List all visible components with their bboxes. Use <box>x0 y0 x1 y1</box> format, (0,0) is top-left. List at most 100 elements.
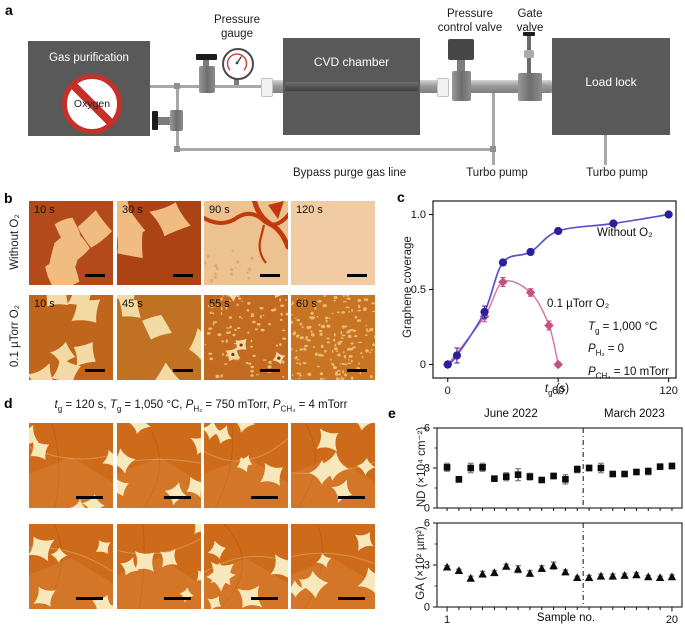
valve-handle-icon <box>152 111 158 130</box>
micrograph: 55 s <box>204 295 288 380</box>
gate-valve-icon <box>518 73 542 101</box>
micrograph <box>291 524 375 609</box>
tube-in-chamber <box>285 82 418 91</box>
e-ylabel-ga: GA (×10² µm²) <box>415 526 427 600</box>
micrograph <box>291 423 375 508</box>
tube-connector <box>261 78 273 97</box>
svg-text:120: 120 <box>659 385 677 396</box>
scale-bar <box>251 596 278 600</box>
annotation-tg: Tg = 1,000 °C <box>588 321 658 336</box>
valve-handle-icon <box>196 54 217 60</box>
svg-text:0: 0 <box>424 503 430 515</box>
svg-text:3: 3 <box>424 463 430 475</box>
panel-label-c: c <box>397 189 405 205</box>
micrograph <box>117 524 201 609</box>
panel-label-a: a <box>5 2 13 18</box>
pipe-junction <box>174 83 180 89</box>
scale-bar <box>338 495 365 499</box>
turbo-pump-label-right: Turbo pump <box>586 167 648 179</box>
micrograph <box>117 423 201 508</box>
e-ylabel-nd: ND (×10⁴ cm⁻²) <box>416 426 428 508</box>
scale-bar <box>260 369 280 372</box>
svg-text:0.5: 0.5 <box>411 284 426 296</box>
scale-bar <box>173 274 193 277</box>
scale-bar <box>76 596 103 600</box>
scale-bar <box>338 596 365 600</box>
scale-bar <box>347 274 367 277</box>
panel-label-b: b <box>4 190 13 206</box>
annotation-pch4: PCH₄ = 10 mTorr <box>588 365 669 380</box>
valve-body-icon <box>199 66 215 93</box>
micrograph <box>29 524 113 609</box>
gate-valve-collar <box>524 50 534 58</box>
scale-bar <box>76 495 103 499</box>
tube-connector <box>437 78 449 97</box>
svg-text:20: 20 <box>666 614 678 626</box>
svg-text:60: 60 <box>552 385 564 396</box>
pressure-control-valve-icon <box>452 71 471 101</box>
gas-purification-label: Gas purification <box>49 52 129 64</box>
scale-bar <box>260 274 280 277</box>
scale-bar <box>85 369 105 372</box>
pressure-control-valve-label: Pressure control valve <box>437 8 503 34</box>
svg-text:6: 6 <box>424 518 430 530</box>
micrograph: 120 s <box>291 201 375 285</box>
gas-purification-box: Gas purification Oxygen <box>28 41 150 136</box>
micrograph: 45 s <box>117 295 201 380</box>
svg-text:1.0: 1.0 <box>411 209 426 221</box>
pressure-control-valve-stem <box>457 60 465 72</box>
micrograph <box>204 524 288 609</box>
pressure-gauge-icon <box>222 48 254 80</box>
no-oxygen-icon: Oxygen <box>62 74 122 134</box>
annotation-ph2: PH₂ = 0 <box>588 343 625 358</box>
pipe-turbo-right <box>604 135 607 165</box>
micrograph <box>29 423 113 508</box>
c-ylabel: Graphene coverage <box>402 236 414 338</box>
svg-text:6: 6 <box>424 423 430 435</box>
time-label: 10 s <box>34 204 55 216</box>
pipe-junction <box>174 146 180 152</box>
pipe-junction <box>490 146 496 152</box>
time-label: 60 s <box>296 298 317 310</box>
valve-stem <box>203 60 209 67</box>
scale-bar <box>85 274 105 277</box>
time-label: 45 s <box>122 298 143 310</box>
bypass-line-label: Bypass purge gas line <box>293 167 407 179</box>
c-xlabel: tg (s) <box>544 383 570 398</box>
svg-text:0: 0 <box>424 602 430 614</box>
row-label-o2: 0.1 µTorr O₂ <box>9 304 21 368</box>
time-label: 120 s <box>296 204 323 216</box>
micrograph <box>204 423 288 508</box>
gate-valve-handle-icon <box>523 32 535 36</box>
graphene-coverage-chart: 0 60 120 0 0.5 1.0 <box>411 200 678 396</box>
scale-bar <box>164 596 191 600</box>
micrograph: 30 s <box>117 201 201 285</box>
oxygen-label: Oxygen <box>73 98 111 110</box>
d-conditions-title: tg = 120 s, Tg = 1,050 °C, PH₂ = 750 mTo… <box>54 399 348 414</box>
pressure-control-valve-actuator <box>448 39 474 60</box>
time-label: 10 s <box>34 298 55 310</box>
cvd-chamber-label: CVD chamber <box>313 55 390 69</box>
scale-bar <box>173 369 193 372</box>
micrograph: 10 s <box>29 295 113 380</box>
turbo-pump-label-left: Turbo pump <box>466 167 528 179</box>
period-march-2023: March 2023 <box>604 408 665 420</box>
time-label: 30 s <box>122 204 143 216</box>
valve-stem <box>158 117 170 125</box>
load-lock-box: Load lock <box>552 38 670 135</box>
pipe-bypass <box>176 148 494 151</box>
scale-bar <box>164 495 191 499</box>
row-label-without-o2: Without O₂ <box>9 214 21 270</box>
c-annotations: Tg = 1,000 °C PH₂ = 0 PCH₄ = 10 mTorr <box>588 318 669 385</box>
time-label: 55 s <box>209 298 230 310</box>
scale-bar <box>251 495 278 499</box>
period-june-2022: June 2022 <box>484 408 538 420</box>
svg-text:0: 0 <box>445 385 451 396</box>
legend-o2: 0.1 µTorr O₂ <box>547 298 610 310</box>
micrograph: 10 s <box>29 201 113 285</box>
gate-valve-label: Gate valve <box>516 8 544 34</box>
svg-text:0: 0 <box>420 359 426 371</box>
legend-without-o2: Without O₂ <box>597 227 653 239</box>
gauge-stem <box>234 75 239 85</box>
